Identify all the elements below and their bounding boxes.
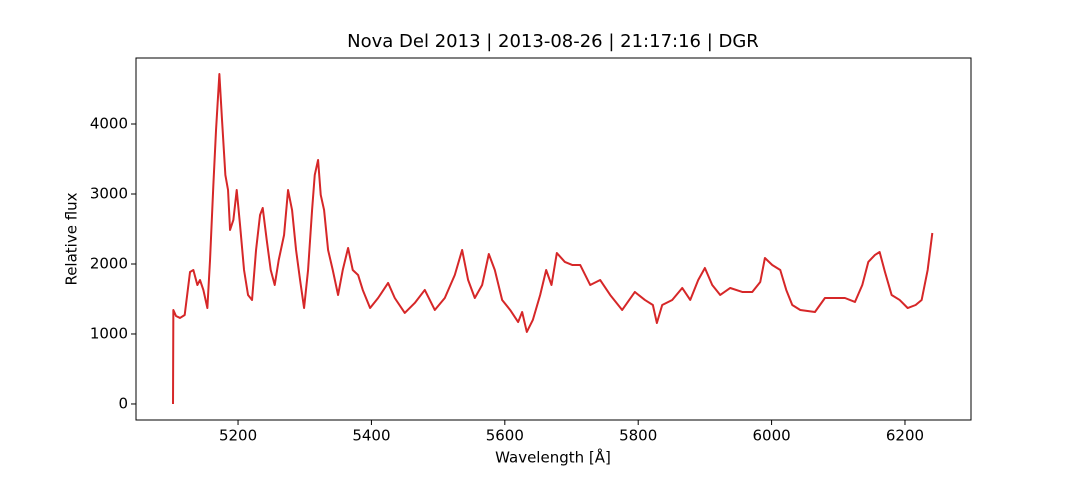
x-tick-label: 6000	[752, 427, 790, 445]
x-axis-label: Wavelength [Å]	[495, 448, 611, 467]
y-tick-label: 2000	[90, 254, 128, 272]
x-tick-label: 5600	[486, 427, 524, 445]
y-tick-label: 3000	[90, 184, 128, 202]
x-tick-label: 5400	[352, 427, 390, 445]
x-tick-label: 5800	[619, 427, 657, 445]
x-tick-label: 6200	[886, 427, 924, 445]
y-tick-label: 0	[118, 394, 128, 412]
spectrum-line	[172, 73, 934, 404]
chart-title: Nova Del 2013 | 2013-08-26 | 21:17:16 | …	[347, 31, 759, 52]
y-tick-label: 4000	[90, 115, 128, 133]
y-tick-label: 1000	[90, 324, 128, 342]
plot-frame	[135, 57, 972, 421]
x-tick-label: 5200	[219, 427, 257, 445]
y-axis-label: Relative flux	[63, 192, 81, 285]
